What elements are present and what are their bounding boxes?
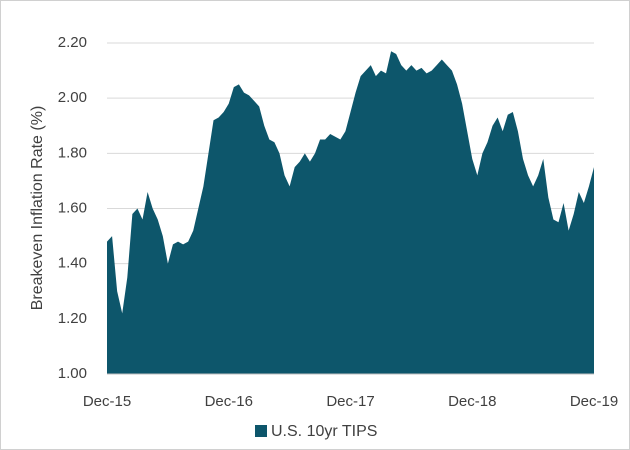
y-tick-label: 1.60 [58,199,87,216]
y-tick-label: 1.00 [58,365,87,382]
legend-label: U.S. 10yr TIPS [271,423,377,440]
x-tick-label: Dec-18 [448,393,496,410]
x-tick-label: Dec-15 [83,393,131,410]
y-axis-label: Breakeven Inflation Rate (%) [29,106,46,311]
y-tick-label: 2.00 [58,89,87,106]
legend-swatch [255,425,267,437]
area [107,51,594,375]
x-tick-label: Dec-19 [570,393,618,410]
x-tick-label: Dec-17 [326,393,374,410]
y-tick-label: 2.20 [58,34,87,51]
x-tick-label: Dec-16 [205,393,253,410]
y-tick-label: 1.80 [58,144,87,161]
y-tick-label: 1.40 [58,255,87,272]
y-tick-label: 1.20 [58,310,87,327]
